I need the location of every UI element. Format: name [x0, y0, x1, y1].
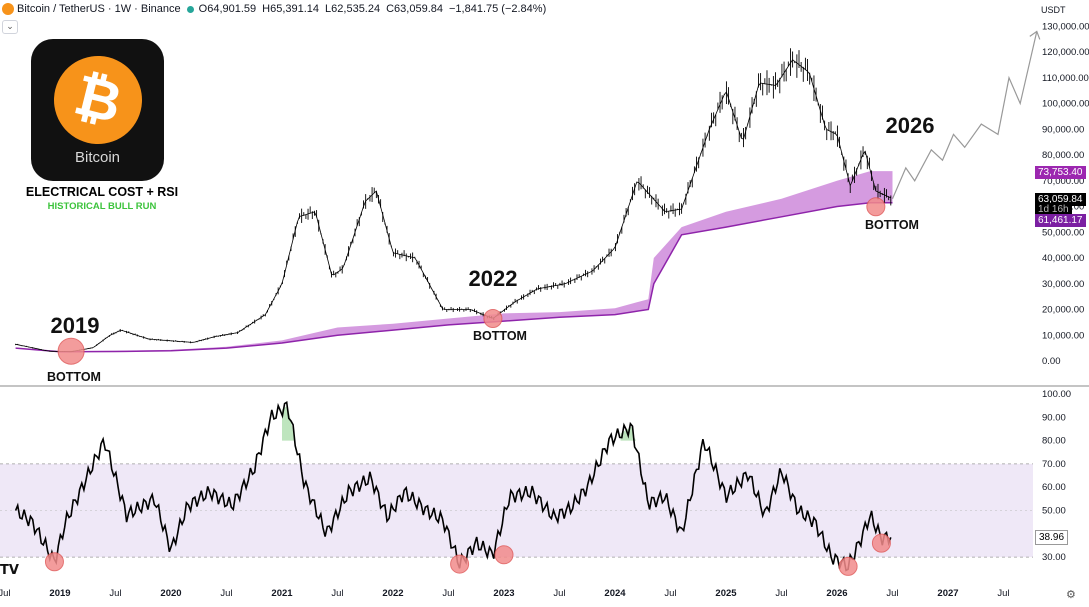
time-tick-label: 2026: [826, 588, 847, 599]
current-price-badge: 63,059.84: [1035, 193, 1086, 206]
time-tick-label: 2019: [49, 588, 70, 599]
time-tick-label: Jul: [220, 588, 232, 599]
electrical-cost-band-group: [15, 171, 893, 353]
price-tick-label: 30,000.00: [1042, 279, 1084, 290]
price-tick-label: 70,000.00: [1042, 176, 1084, 187]
symbol-name[interactable]: Bitcoin / TetherUS · 1W · Binance: [17, 3, 181, 15]
time-tick-label: 2024: [604, 588, 626, 599]
time-tick-label: Jul: [553, 588, 565, 599]
rsi-tick-label: 50.00: [1042, 506, 1066, 517]
rsi-overbought-fill: [620, 426, 649, 441]
rsi-tick-label: 80.00: [1042, 436, 1066, 447]
bitcoin-symbol-icon: ₿: [44, 46, 152, 154]
price-tick-label: 0.00: [1042, 356, 1061, 367]
currency-label: USDT: [1041, 5, 1066, 15]
bottom-markers-group: 2019 BOTTOM 2022 BOTTOM 2026 BOTTOM: [44, 113, 935, 576]
settings-gear-icon: ⚙: [1066, 588, 1076, 601]
ohlc-open: O64,901.59: [198, 3, 257, 15]
rsi-bottom-marker: [838, 556, 858, 576]
time-tick-label: 2023: [493, 588, 514, 599]
rsi-value-badge: 38.96: [1035, 530, 1069, 545]
ohlc-low: L62,535.24: [325, 3, 381, 15]
price-series-group: [15, 48, 892, 353]
time-tick-label: Jul: [775, 588, 787, 599]
price-tick-label: 100,000.00: [1042, 99, 1089, 110]
year-label: 2022: [469, 266, 518, 291]
price-line: [15, 59, 891, 353]
price-tick-label: 130,000.00: [1042, 21, 1089, 32]
candle-countdown-badge: 1d 16h: [1035, 203, 1072, 216]
time-tick-label: Jul: [331, 588, 343, 599]
time-tick-label: Jul: [442, 588, 454, 599]
bottom-marker: [483, 309, 503, 329]
time-tick-label: 2022: [382, 588, 403, 599]
lower-band-price-badge: 61,461.17: [1035, 214, 1086, 227]
time-tick-label: Jul: [886, 588, 898, 599]
collapse-chevron-icon[interactable]: ⌄: [2, 20, 18, 34]
year-label: 2026: [886, 113, 935, 138]
price-tick-label: 120,000.00: [1042, 47, 1089, 58]
logo-name: Bitcoin: [74, 149, 121, 166]
time-tick-label: Jul: [664, 588, 676, 599]
time-tick-label: 2021: [271, 588, 293, 599]
time-tick-label: Jul: [997, 588, 1009, 599]
bottom-marker: [866, 197, 886, 217]
market-status-icon: [186, 5, 194, 13]
bottom-marker: [57, 337, 85, 365]
chart-title: ELECTRICAL COST + RSI: [25, 185, 179, 199]
grid-lines: [0, 385, 1089, 558]
ohlc-change: −1,841.75 (−2.84%): [449, 3, 547, 15]
projection-arrow-icon: [1029, 30, 1041, 40]
rsi-line: [14, 400, 892, 572]
bottom-label: BOTTOM: [473, 329, 527, 343]
projection-line: [891, 31, 1038, 200]
bottom-label: BOTTOM: [47, 370, 101, 384]
time-tick-label: Jul: [0, 588, 11, 599]
rsi-tick-label: 70.00: [1042, 459, 1066, 470]
time-tick-label: 2025: [715, 588, 737, 599]
rsi-bottom-marker: [871, 533, 891, 553]
rsi-bottom-marker: [44, 552, 64, 572]
price-tick-label: 40,000.00: [1042, 253, 1084, 264]
bitcoin-logo: ₿ Bitcoin: [31, 39, 164, 181]
price-tick-label: 110,000.00: [1042, 73, 1089, 84]
bottom-label: BOTTOM: [865, 218, 919, 232]
year-label: 2019: [51, 313, 100, 338]
rsi-tick-label: 90.00: [1042, 412, 1066, 423]
bitcoin-coin-icon: [2, 3, 14, 15]
rsi-overbought-fill: [282, 406, 316, 441]
rsi-bottom-marker: [450, 554, 470, 574]
tradingview-logo-icon: TV: [0, 563, 19, 578]
symbol-header: Bitcoin / TetherUS · 1W · Binance O64,90…: [0, 0, 1030, 18]
rsi-tick-label: 30.00: [1042, 552, 1066, 563]
price-tick-label: 90,000.00: [1042, 124, 1084, 135]
band-lower-line: [15, 201, 893, 353]
price-tick-label: 50,000.00: [1042, 227, 1084, 238]
price-tick-label: 80,000.00: [1042, 150, 1084, 161]
rsi-bottom-marker: [494, 545, 514, 565]
time-tick-label: Jul: [109, 588, 121, 599]
price-tick-label: 10,000.00: [1042, 330, 1084, 341]
rsi-series-group: [14, 400, 892, 572]
rsi-tick-label: 100.00: [1042, 389, 1071, 400]
ohlc-close: C63,059.84: [386, 3, 443, 15]
upper-band-price-badge: 73,753.40: [1035, 166, 1086, 179]
rsi-tick-label: 60.00: [1042, 482, 1066, 493]
time-tick-label: 2027: [937, 588, 958, 599]
time-tick-label: 2020: [160, 588, 181, 599]
chart-subtitle: HISTORICAL BULL RUN: [47, 201, 157, 212]
projection-group: [891, 30, 1041, 200]
ohlc-high: H65,391.14: [262, 3, 320, 15]
price-tick-label: 20,000.00: [1042, 305, 1084, 316]
